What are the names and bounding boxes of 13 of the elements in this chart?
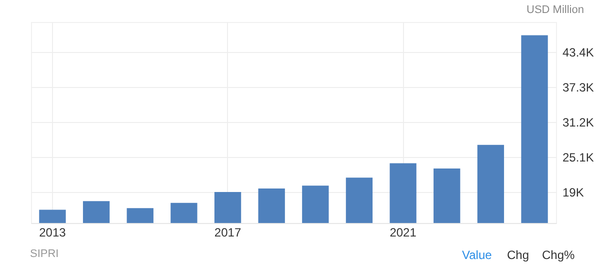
text: Chg% xyxy=(542,248,575,262)
y-tick-label: 19K xyxy=(562,185,584,200)
y-tick-label: 43.4K xyxy=(562,45,594,60)
text: SIPRI xyxy=(30,248,59,260)
y-tick-label: 37.3K xyxy=(562,80,594,94)
text: Chg xyxy=(507,248,530,262)
x-tick-label: 2021 xyxy=(390,226,417,240)
x-tick-label: 2017 xyxy=(214,226,242,240)
y-tick-label: 31.2K xyxy=(562,115,594,130)
y-axis-title: USD Million xyxy=(526,4,584,16)
y-tick-label: 25.1K xyxy=(562,150,594,164)
x-tick-label: 2013 xyxy=(39,226,66,240)
text: Value xyxy=(462,248,492,262)
